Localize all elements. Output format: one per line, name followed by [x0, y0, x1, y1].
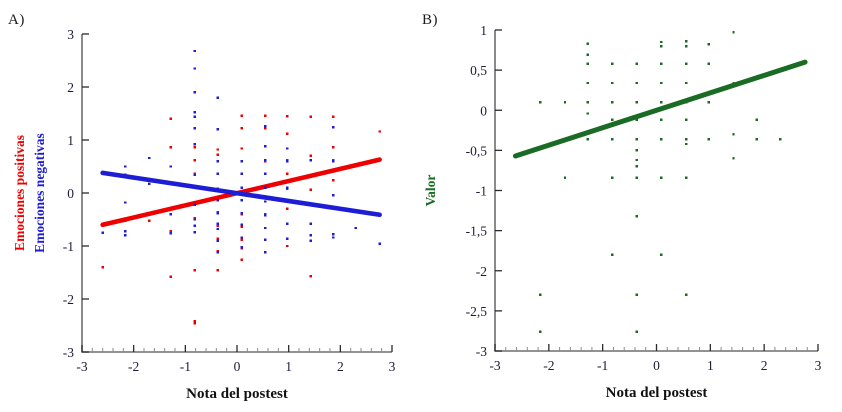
y-tick-label: -3 — [63, 345, 74, 360]
panel-a: A) -3 -2 -1 0 1 2 3 -3 -2 -1 0 1 2 3 Nota del postest E… — [8, 12, 396, 402]
x-tick-label: 3 — [389, 359, 396, 374]
x-tick-label: 0 — [653, 358, 660, 373]
regression-line — [512, 59, 808, 159]
y-tick-label: -2 — [476, 264, 487, 279]
y-tick-label: 0 — [67, 186, 74, 201]
x-tick-label: -2 — [128, 359, 139, 374]
panel-b: B) -3 -2 -1 0 1 2 3 -3 -2,5 -2 -1,5 -1 -0,5 0 0,5 1 Nota… — [421, 0, 842, 412]
x-tick-label: 1 — [707, 358, 714, 373]
x-tick-label: -3 — [489, 358, 500, 373]
x-tick-label: 2 — [761, 358, 768, 373]
x-tick-label: -1 — [597, 358, 608, 373]
x-tick-label: -1 — [180, 359, 191, 374]
y-tick-label: -1 — [476, 184, 487, 199]
x-tick-label: 1 — [285, 359, 292, 374]
y-tick-label: 0 — [480, 103, 487, 118]
x-tick-label: 2 — [337, 359, 344, 374]
regression-line — [100, 170, 382, 218]
y-tick-label: 2 — [67, 80, 74, 95]
y-tick-label: -2 — [63, 292, 74, 307]
y-tick-label: -1 — [63, 239, 74, 254]
scatter-series — [101, 49, 381, 254]
y-tick-label: -3 — [476, 344, 487, 359]
panel-a-plot: -3 -2 -1 0 1 2 3 -3 -2 -1 0 1 2 3 Nota del postest Emoc… — [12, 27, 396, 402]
y-tick-label: -0,5 — [466, 143, 488, 158]
panel-b-plot: -3 -2 -1 0 1 2 3 -3 -2,5 -2 -1,5 -1 -0,5 0 0,5 1 Nota de… — [423, 23, 822, 401]
scatter-series — [101, 114, 381, 325]
y-axis-title: Emociones negativas — [32, 133, 47, 253]
y-tick-label: 3 — [67, 27, 74, 42]
y-tick-label: 0,5 — [470, 63, 487, 78]
panel-a-label: A) — [8, 12, 25, 28]
x-axis-title: Nota del postest — [186, 386, 288, 402]
x-tick-label: 3 — [815, 358, 822, 373]
y-tick-label: -1,5 — [466, 224, 488, 239]
y-axis-title: Valor — [423, 175, 438, 207]
y-tick-label: 1 — [67, 133, 74, 148]
y-axis-title: Emociones positivas — [12, 135, 27, 251]
x-axis-title: Nota del postest — [606, 385, 708, 401]
y-tick-label: -2,5 — [466, 304, 488, 319]
panel-b-label: B) — [422, 12, 438, 28]
scatter-series — [539, 31, 782, 333]
x-tick-label: -2 — [543, 358, 554, 373]
x-tick-label: 0 — [234, 359, 241, 374]
x-tick-label: -3 — [76, 359, 87, 374]
y-tick-label: 1 — [480, 23, 487, 38]
